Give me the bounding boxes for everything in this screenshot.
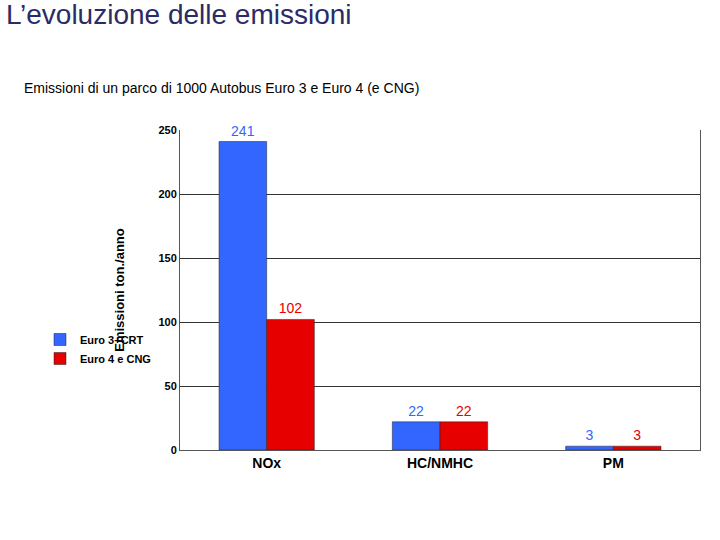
svg-text:Euro 4 e CNG: Euro 4 e CNG [80,353,151,365]
svg-text:0: 0 [171,444,177,456]
svg-text:HC/NMHC: HC/NMHC [407,455,473,471]
svg-text:PM: PM [603,455,624,471]
svg-text:250: 250 [158,124,176,136]
svg-text:50: 50 [165,380,177,392]
svg-text:Emissioni ton./anno: Emissioni ton./anno [112,228,127,352]
svg-text:NOx: NOx [252,455,281,471]
svg-text:Emissioni di un parco di 1000: Emissioni di un parco di 1000 Autobus Eu… [24,80,419,96]
svg-text:3: 3 [633,427,641,443]
svg-text:L’evoluzione delle emissioni: L’evoluzione delle emissioni [6,0,352,30]
svg-text:22: 22 [456,403,472,419]
svg-text:150: 150 [158,252,176,264]
svg-text:102: 102 [279,300,303,316]
svg-text:22: 22 [408,403,424,419]
svg-text:241: 241 [231,123,255,139]
svg-text:3: 3 [586,427,594,443]
svg-text:100: 100 [158,316,176,328]
svg-text:200: 200 [158,188,176,200]
svg-text:Euro 3+CRT: Euro 3+CRT [80,334,144,346]
